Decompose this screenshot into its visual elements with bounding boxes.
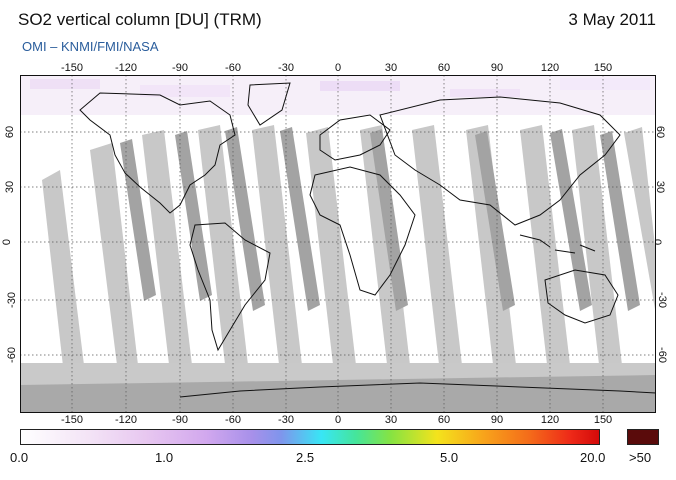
lat-label: 30 <box>4 180 17 194</box>
lon-label: 60 <box>437 414 451 426</box>
lon-label: 0 <box>334 414 342 426</box>
lat-label: -30 <box>655 292 668 308</box>
lon-label: 150 <box>593 62 613 74</box>
maritime-continent-outline <box>519 234 596 254</box>
colorbar-label: 0.0 <box>10 450 29 465</box>
lon-label: -150 <box>60 414 84 426</box>
australia-outline <box>544 269 619 324</box>
lon-label: 60 <box>437 62 451 74</box>
greenland-outline <box>247 82 291 126</box>
map-frame <box>20 75 656 413</box>
colorbar-overflow-swatch <box>627 429 659 445</box>
lon-label: -30 <box>278 62 294 74</box>
lon-label: -60 <box>225 414 241 426</box>
lat-label: 60 <box>4 125 17 139</box>
antarctica-outline <box>179 382 656 398</box>
lat-label: -60 <box>655 347 668 363</box>
lon-label: -60 <box>225 62 241 74</box>
lon-label: 0 <box>334 62 342 74</box>
north-america-outline <box>79 92 236 214</box>
coastlines <box>79 82 656 398</box>
lon-label: 120 <box>540 414 560 426</box>
lon-label: 30 <box>384 62 398 74</box>
lon-label: -120 <box>114 62 138 74</box>
colorbar-label: 1.0 <box>155 450 174 465</box>
colorbar-label: 20.0 <box>580 450 606 465</box>
lon-label: -150 <box>60 62 84 74</box>
orbit-overlaps <box>120 127 640 311</box>
map-title: SO2 vertical column [DU] (TRM) <box>18 10 262 29</box>
europe-outline <box>319 114 391 161</box>
lon-label: 120 <box>540 62 560 74</box>
lon-label: 150 <box>593 414 613 426</box>
lat-label: -60 <box>5 347 18 363</box>
colorbar-label: 5.0 <box>440 450 459 465</box>
south-america-outline <box>189 222 271 352</box>
lon-label: -30 <box>278 414 294 426</box>
africa-outline <box>309 166 416 296</box>
lon-label: 90 <box>490 62 504 74</box>
lon-label: -90 <box>172 414 188 426</box>
lat-label: 0 <box>1 238 14 246</box>
colorbar-label: 2.5 <box>296 450 315 465</box>
lon-label: 30 <box>384 414 398 426</box>
lon-label: -90 <box>172 62 188 74</box>
lat-label: -30 <box>5 292 18 308</box>
colorbar-overflow-label: >50 <box>629 450 652 465</box>
orbit-gaps <box>42 125 656 375</box>
lon-label: -120 <box>114 414 138 426</box>
colorbar <box>20 429 600 445</box>
asia-outline <box>379 96 621 226</box>
map-date: 3 May 2011 <box>568 10 656 29</box>
lon-label: 90 <box>490 414 504 426</box>
credit-line: OMI – KNMI/FMI/NASA <box>22 39 159 54</box>
graticule <box>20 75 656 413</box>
so2-world-map <box>20 75 656 413</box>
